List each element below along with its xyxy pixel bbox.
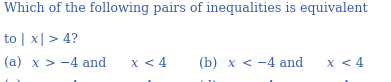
Text: (a): (a) [4,57,26,70]
Text: > 4: > 4 [127,80,153,82]
Text: x: x [327,57,334,70]
Text: (c): (c) [4,80,25,82]
Text: x: x [228,80,235,82]
Text: Which of the following pairs of inequalities is equivalent: Which of the following pairs of inequali… [4,2,368,15]
Text: x: x [228,57,235,70]
Text: < −4 or: < −4 or [237,80,297,82]
Text: > −4 or: > −4 or [41,80,100,82]
Text: x: x [314,80,321,82]
Text: < 4: < 4 [140,57,167,70]
Text: (b): (b) [199,57,222,70]
Text: > −4 and: > −4 and [41,57,111,70]
Text: x: x [31,33,38,46]
Text: x: x [131,57,138,70]
Text: x: x [32,57,39,70]
Text: < 4: < 4 [337,57,363,70]
Text: x: x [117,80,124,82]
Text: to |: to | [4,33,25,46]
Text: | > 4?: | > 4? [40,33,78,46]
Text: (d): (d) [199,80,222,82]
Text: > 4: > 4 [323,80,350,82]
Text: < −4 and: < −4 and [238,57,307,70]
Text: x: x [31,80,39,82]
